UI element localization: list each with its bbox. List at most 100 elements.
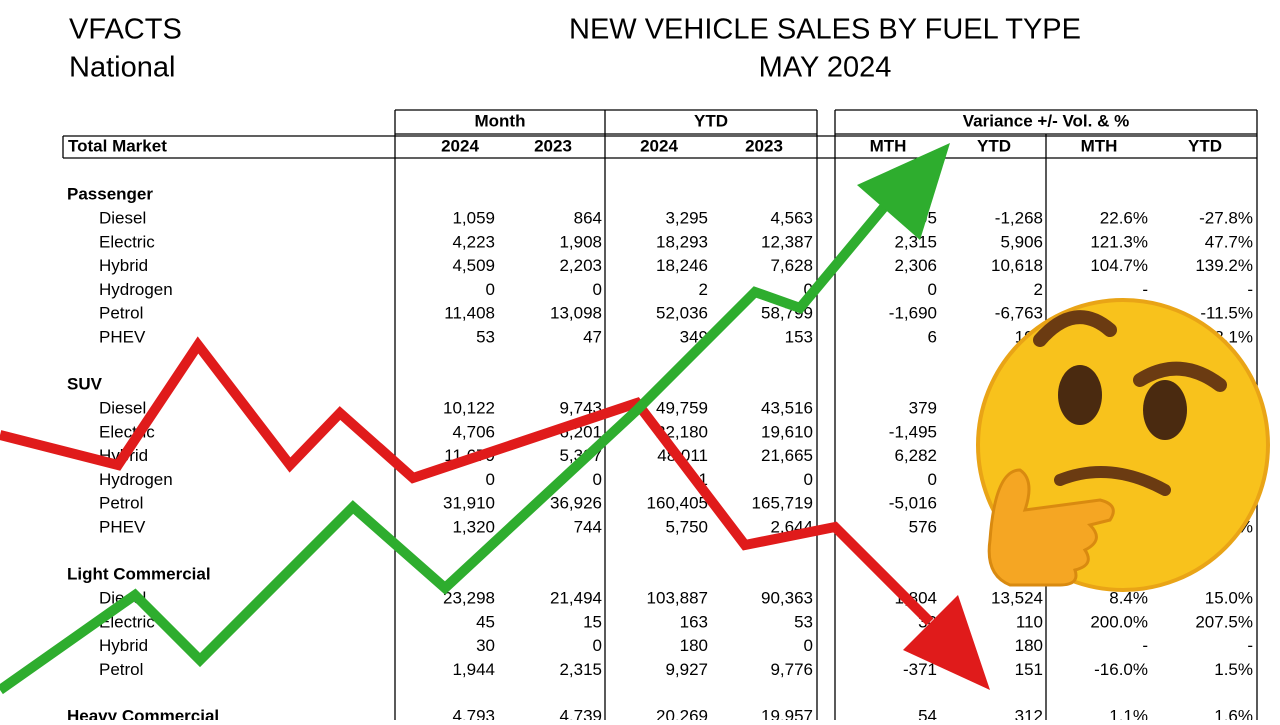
row-label: Diesel bbox=[99, 398, 146, 417]
cell: 2,306 bbox=[894, 256, 937, 275]
section-label: Light Commercial bbox=[67, 564, 211, 583]
cell: -371 bbox=[903, 660, 937, 679]
cell: 1 bbox=[699, 470, 708, 489]
row-label: Hydrogen bbox=[99, 470, 173, 489]
cell: 1,059 bbox=[452, 208, 495, 227]
cell: 45 bbox=[476, 612, 495, 631]
cell: 0 bbox=[928, 280, 937, 299]
cell: - bbox=[1247, 636, 1253, 655]
cell: 4,223 bbox=[452, 232, 495, 251]
cell: - bbox=[1142, 636, 1148, 655]
cell: 151 bbox=[1015, 660, 1043, 679]
cell: 1.6% bbox=[1214, 706, 1253, 720]
cell: 163 bbox=[680, 612, 708, 631]
cell: 7,628 bbox=[770, 256, 813, 275]
cell: 0 bbox=[593, 470, 602, 489]
cell: 15 bbox=[583, 612, 602, 631]
cell: 200.0% bbox=[1090, 612, 1148, 631]
cell: 2 bbox=[699, 280, 708, 299]
cell: 13,098 bbox=[550, 304, 602, 323]
cell: 1.5% bbox=[1214, 660, 1253, 679]
cell: 19,610 bbox=[761, 422, 813, 441]
cell: 0 bbox=[804, 636, 813, 655]
section-label: Passenger bbox=[67, 184, 153, 203]
cell: 20,269 bbox=[656, 706, 708, 720]
cell: 4,509 bbox=[452, 256, 495, 275]
cell: 2,315 bbox=[894, 232, 937, 251]
cell: 47.7% bbox=[1205, 232, 1253, 251]
cell: 36,926 bbox=[550, 494, 602, 513]
cell: 22,180 bbox=[656, 422, 708, 441]
row-label: Hybrid bbox=[99, 636, 148, 655]
cell: 4,793 bbox=[452, 706, 495, 720]
cell: 0 bbox=[804, 280, 813, 299]
row-label: Hydrogen bbox=[99, 280, 173, 299]
red-arrow bbox=[0, 336, 934, 626]
cell: 9,776 bbox=[770, 660, 813, 679]
cell: 9,927 bbox=[665, 660, 708, 679]
cell: 5,906 bbox=[1000, 232, 1043, 251]
cell: 90,363 bbox=[761, 588, 813, 607]
cell: 3,295 bbox=[665, 208, 708, 227]
cell: 5,750 bbox=[665, 517, 708, 536]
cell: 10,122 bbox=[443, 398, 495, 417]
cell: -11.5% bbox=[1200, 304, 1253, 323]
cell: 0 bbox=[593, 636, 602, 655]
row-label: Petrol bbox=[99, 304, 143, 323]
row-label: Electric bbox=[99, 612, 155, 631]
row-label: Hybrid bbox=[99, 256, 148, 275]
cell: 49,759 bbox=[656, 398, 708, 417]
cell: -27.8% bbox=[1199, 208, 1253, 227]
cell: 379 bbox=[909, 398, 937, 417]
cell: 6 bbox=[928, 327, 937, 346]
group-header: YTD bbox=[694, 111, 728, 130]
title: MAY 2024 bbox=[759, 52, 892, 84]
cell: 31,910 bbox=[443, 494, 495, 513]
cell: 1.1% bbox=[1109, 706, 1148, 720]
overlay bbox=[0, 143, 1270, 695]
cell: 23,298 bbox=[443, 588, 495, 607]
cell: 2,203 bbox=[559, 256, 602, 275]
cell: 43,516 bbox=[761, 398, 813, 417]
row-label: PHEV bbox=[99, 517, 146, 536]
cell: 121.3% bbox=[1090, 232, 1148, 251]
cell: -5,016 bbox=[889, 494, 937, 513]
cell: 4,739 bbox=[559, 706, 602, 720]
header-left: National bbox=[69, 52, 175, 84]
cell: 744 bbox=[574, 517, 602, 536]
cell: 47 bbox=[583, 327, 602, 346]
cell: - bbox=[1247, 280, 1253, 299]
cell: 0 bbox=[928, 470, 937, 489]
cell: 0 bbox=[486, 470, 495, 489]
red-arrowhead bbox=[903, 595, 990, 690]
row-label: Petrol bbox=[99, 494, 143, 513]
cell: 864 bbox=[574, 208, 602, 227]
cell: -1,690 bbox=[889, 304, 937, 323]
cell: 11,408 bbox=[444, 304, 495, 323]
cell: 53 bbox=[794, 612, 813, 631]
cell: 104.7% bbox=[1090, 256, 1148, 275]
cell: 153 bbox=[785, 327, 813, 346]
cell: 139.2% bbox=[1195, 256, 1253, 275]
cell: -1,268 bbox=[995, 208, 1043, 227]
thinking-emoji bbox=[976, 298, 1270, 592]
group-header: Variance +/- Vol. & % bbox=[963, 111, 1129, 130]
row-label: Electric bbox=[99, 232, 155, 251]
cell: 18,293 bbox=[656, 232, 708, 251]
cell: 0 bbox=[804, 470, 813, 489]
cell: 8.4% bbox=[1109, 588, 1148, 607]
cell: - bbox=[1142, 280, 1148, 299]
cell: 19,957 bbox=[761, 706, 813, 720]
cell: 54 bbox=[918, 706, 937, 720]
cell: 180 bbox=[1015, 636, 1043, 655]
cell: 0 bbox=[593, 280, 602, 299]
column-header: 2023 bbox=[745, 136, 783, 155]
cell: 576 bbox=[909, 517, 937, 536]
column-header: 2023 bbox=[534, 136, 572, 155]
cell: 30 bbox=[476, 636, 495, 655]
cell: 9,743 bbox=[559, 398, 602, 417]
cell: 2 bbox=[1034, 280, 1043, 299]
cell: -6,763 bbox=[995, 304, 1043, 323]
green-arrowhead bbox=[857, 143, 950, 240]
